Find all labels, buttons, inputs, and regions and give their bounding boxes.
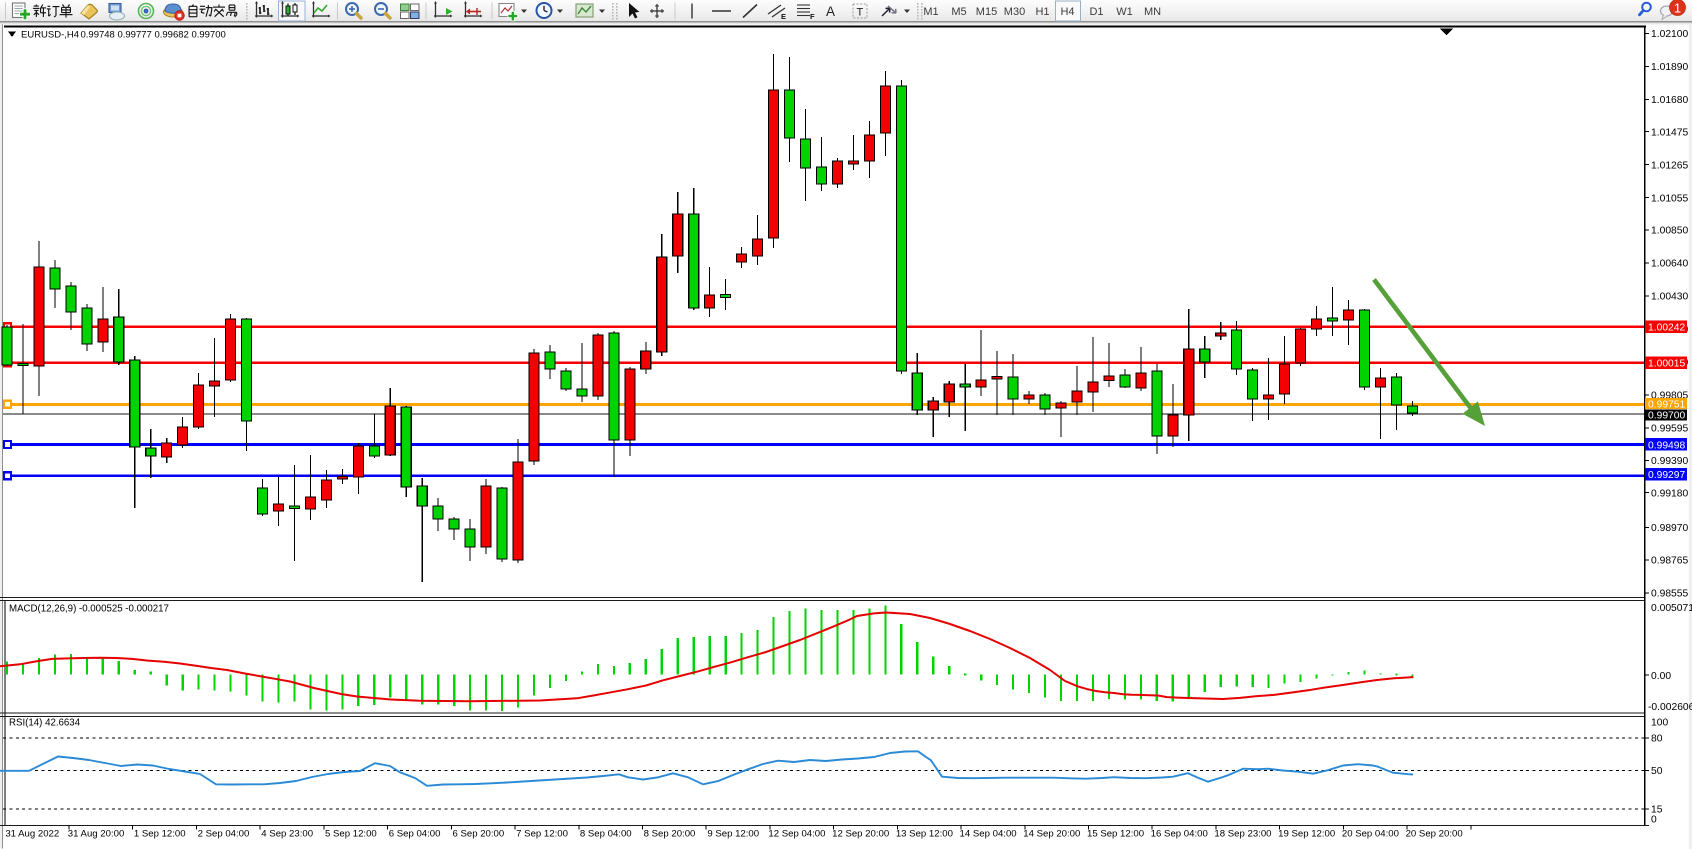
svg-text:M30: M30 — [1004, 6, 1025, 18]
svg-text:H1: H1 — [1035, 6, 1049, 18]
svg-text:W1: W1 — [1116, 6, 1133, 18]
svg-text:H4: H4 — [1060, 6, 1074, 18]
svg-text:0.005071: 0.005071 — [1651, 603, 1692, 614]
svg-text:MACD(12,26,9) -0.000525 -0.000: MACD(12,26,9) -0.000525 -0.000217 — [9, 604, 169, 615]
svg-text:5 Sep 12:00: 5 Sep 12:00 — [325, 829, 377, 840]
svg-text:0: 0 — [1651, 815, 1657, 826]
svg-text:15 Sep 12:00: 15 Sep 12:00 — [1087, 829, 1144, 840]
svg-text:M1: M1 — [923, 6, 938, 18]
svg-text:4 Sep 23:00: 4 Sep 23:00 — [261, 829, 313, 840]
svg-text:12 Sep 20:00: 12 Sep 20:00 — [832, 829, 889, 840]
svg-text:0.99700: 0.99700 — [1648, 411, 1685, 422]
svg-text:F: F — [810, 12, 815, 21]
svg-text:31 Aug 20:00: 31 Aug 20:00 — [68, 829, 125, 840]
svg-text:1.01475: 1.01475 — [1651, 127, 1688, 138]
svg-text:D1: D1 — [1089, 6, 1103, 18]
svg-text:1 Sep 12:00: 1 Sep 12:00 — [134, 829, 186, 840]
svg-text:EURUSD-,H4: EURUSD-,H4 — [21, 30, 79, 41]
svg-text:E: E — [781, 12, 786, 21]
svg-text:-0.002606: -0.002606 — [1648, 702, 1692, 713]
svg-text:80: 80 — [1651, 734, 1663, 745]
svg-text:100: 100 — [1651, 718, 1668, 729]
svg-text:1.02100: 1.02100 — [1651, 29, 1688, 40]
svg-text:1.00850: 1.00850 — [1651, 226, 1688, 237]
svg-text:0.99595: 0.99595 — [1651, 424, 1688, 435]
svg-text:15: 15 — [1651, 805, 1663, 816]
svg-text:6 Sep 04:00: 6 Sep 04:00 — [389, 829, 441, 840]
svg-text:M15: M15 — [976, 6, 997, 18]
svg-text:50: 50 — [1651, 766, 1663, 777]
svg-text:13 Sep 12:00: 13 Sep 12:00 — [896, 829, 953, 840]
svg-text:0.99297: 0.99297 — [1648, 470, 1685, 481]
svg-text:A: A — [826, 4, 835, 19]
svg-text:1.00015: 1.00015 — [1648, 359, 1685, 370]
svg-text:7 Sep 12:00: 7 Sep 12:00 — [516, 829, 568, 840]
svg-text:0.98970: 0.98970 — [1651, 523, 1688, 534]
svg-text:16 Sep 04:00: 16 Sep 04:00 — [1151, 829, 1208, 840]
svg-text:1.01890: 1.01890 — [1651, 62, 1688, 73]
svg-text:0.99390: 0.99390 — [1651, 456, 1688, 467]
svg-text:8 Sep 04:00: 8 Sep 04:00 — [580, 829, 632, 840]
svg-text:12 Sep 04:00: 12 Sep 04:00 — [768, 829, 825, 840]
svg-text:T: T — [857, 7, 864, 19]
svg-text:1.01265: 1.01265 — [1651, 160, 1688, 171]
svg-text:MN: MN — [1144, 6, 1161, 18]
svg-text:31 Aug 2022: 31 Aug 2022 — [5, 829, 59, 840]
svg-text:1: 1 — [1674, 0, 1681, 15]
svg-text:14 Sep 20:00: 14 Sep 20:00 — [1023, 829, 1080, 840]
svg-text:0.99748 0.99777 0.99682 0.9970: 0.99748 0.99777 0.99682 0.99700 — [81, 30, 226, 41]
svg-text:9 Sep 12:00: 9 Sep 12:00 — [707, 829, 759, 840]
svg-text:0.98765: 0.98765 — [1651, 556, 1688, 567]
svg-text:0.99805: 0.99805 — [1651, 391, 1688, 402]
svg-text:0.00: 0.00 — [1651, 671, 1671, 682]
svg-text:1.00640: 1.00640 — [1651, 259, 1688, 270]
svg-text:8 Sep 20:00: 8 Sep 20:00 — [644, 829, 696, 840]
svg-text:1.00242: 1.00242 — [1648, 323, 1685, 334]
svg-text:0.99180: 0.99180 — [1651, 488, 1688, 499]
svg-text:1.00430: 1.00430 — [1651, 292, 1688, 303]
svg-text:M5: M5 — [951, 6, 966, 18]
svg-text:0.99498: 0.99498 — [1648, 440, 1685, 451]
svg-text:RSI(14) 42.6634: RSI(14) 42.6634 — [9, 718, 81, 729]
svg-text:14 Sep 04:00: 14 Sep 04:00 — [960, 829, 1017, 840]
svg-text:20 Sep 04:00: 20 Sep 04:00 — [1342, 829, 1399, 840]
svg-text:20 Sep 20:00: 20 Sep 20:00 — [1406, 829, 1463, 840]
svg-text:1.01680: 1.01680 — [1651, 95, 1688, 106]
svg-text:0.99751: 0.99751 — [1648, 400, 1685, 411]
svg-text:1.01055: 1.01055 — [1651, 193, 1688, 204]
svg-text:18 Sep 23:00: 18 Sep 23:00 — [1214, 829, 1271, 840]
svg-text:2 Sep 04:00: 2 Sep 04:00 — [198, 829, 250, 840]
svg-text:0.98555: 0.98555 — [1651, 589, 1688, 600]
svg-text:19 Sep 12:00: 19 Sep 12:00 — [1278, 829, 1335, 840]
svg-text:6 Sep 20:00: 6 Sep 20:00 — [452, 829, 504, 840]
